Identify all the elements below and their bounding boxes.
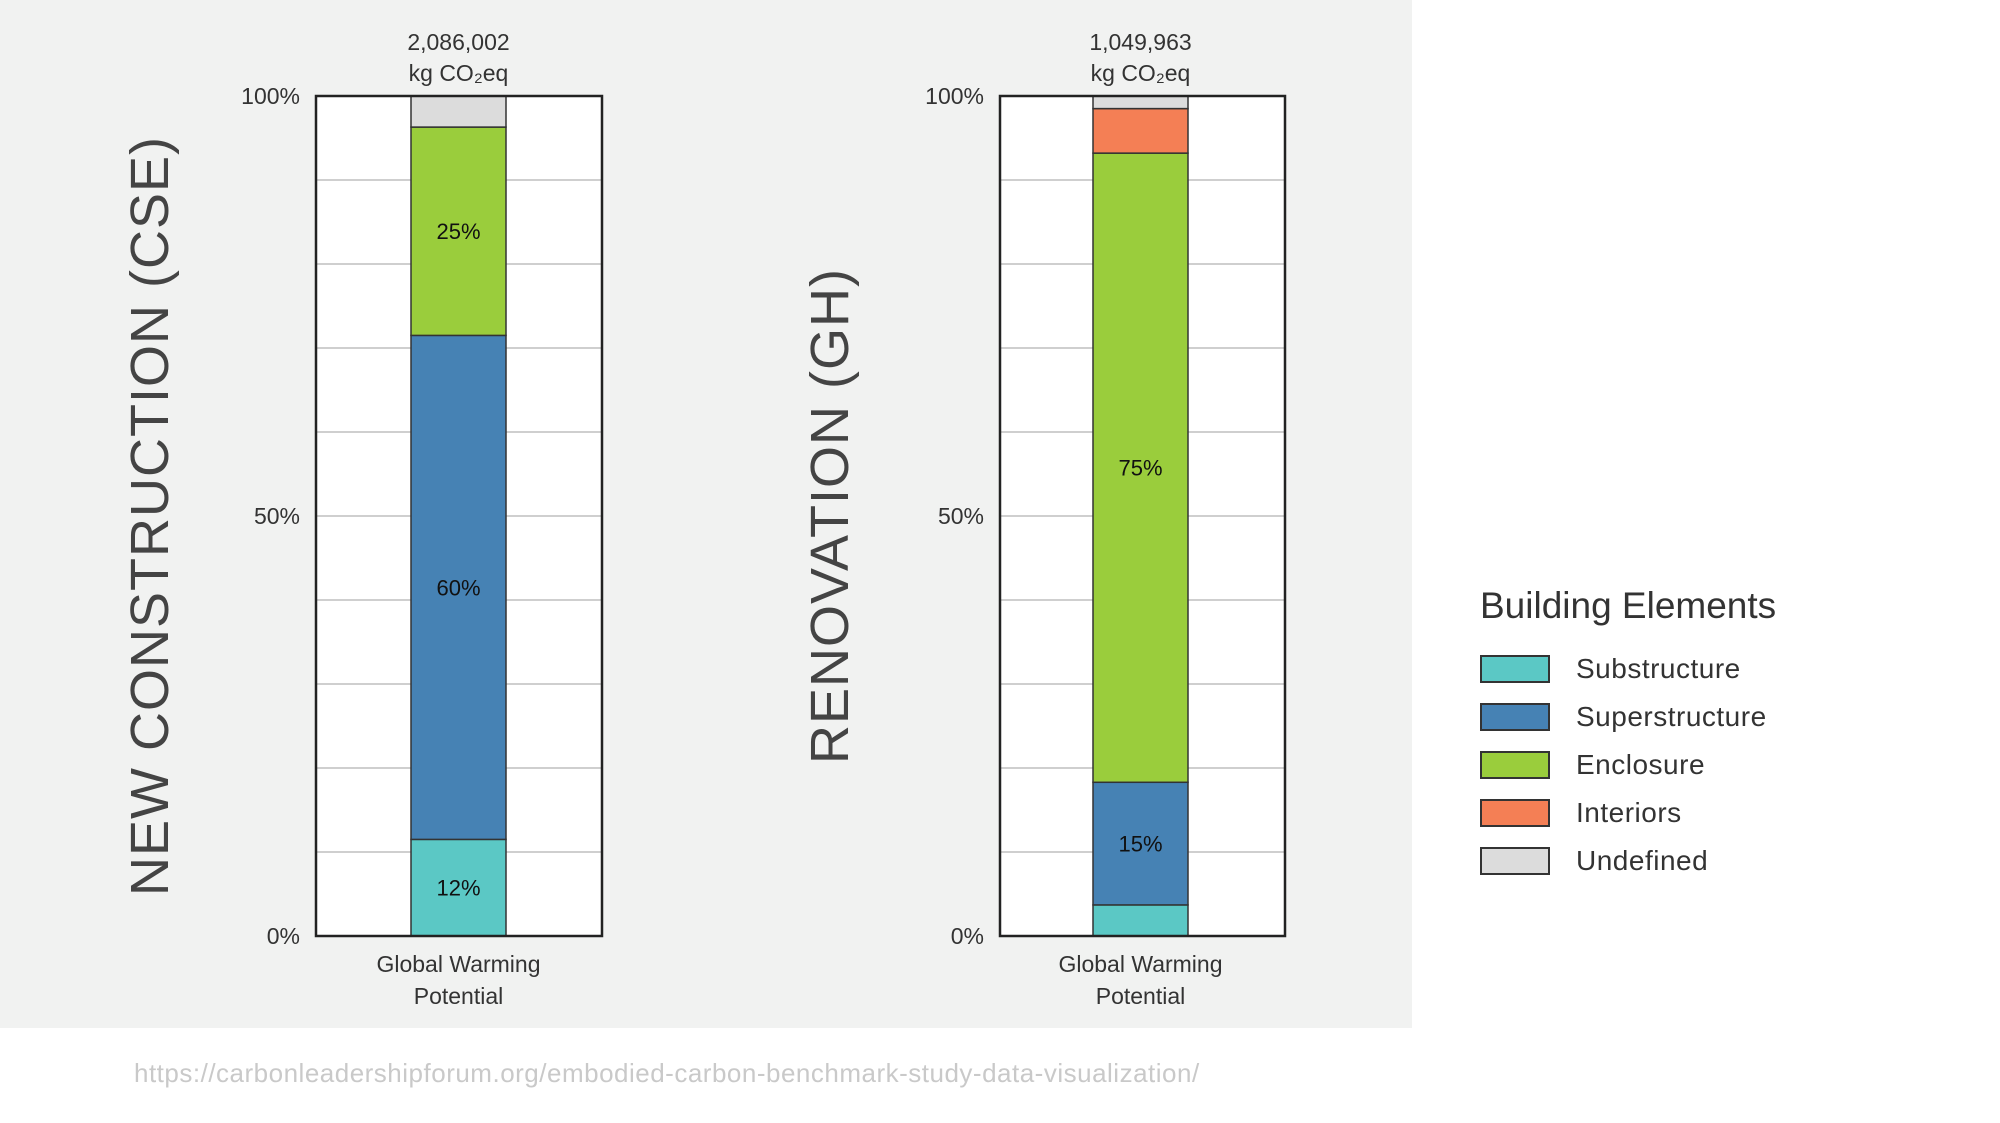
chart-2-bar-segment-enclosure <box>1092 152 1189 784</box>
legend-swatch-substructure <box>1480 655 1550 683</box>
legend-swatch-undefined <box>1480 847 1550 875</box>
legend-item-enclosure: Enclosure <box>1480 741 1776 789</box>
chart-2-y-tick-label: 50% <box>938 503 984 529</box>
chart-1-bar-segment-superstructure <box>410 334 507 841</box>
chart-1-plot-frame <box>314 94 604 938</box>
legend-item-substructure: Substructure <box>1480 645 1776 693</box>
chart-1-bar-segment-substructure <box>410 838 507 937</box>
chart-2-bar-segment-interiors <box>1092 107 1189 154</box>
chart-1-y-tick-label: 0% <box>267 923 300 949</box>
legend-label-substructure: Substructure <box>1576 653 1741 684</box>
chart-2-data-label-superstructure: 15% <box>1118 832 1162 857</box>
chart-2-bar-segment-superstructure <box>1092 781 1189 906</box>
legend-title: Building Elements <box>1480 585 1777 626</box>
chart-1-bar-segment-undefined <box>410 95 507 128</box>
chart-1-data-label-superstructure: 60% <box>436 575 480 600</box>
chart-1-total-value: 2,086,002 <box>407 29 509 55</box>
legend-label-interiors: Interiors <box>1576 797 1682 828</box>
chart-2-bar-segment-undefined <box>1092 95 1189 110</box>
chart-2-side-title: RENOVATION (GH) <box>800 268 860 764</box>
chart-2-total-unit: kg CO₂eq <box>1091 60 1191 86</box>
chart-2-x-category-label: Potential <box>1096 983 1186 1009</box>
chart-2-total-value: 1,049,963 <box>1089 29 1191 55</box>
chart-2-y-tick-label: 100% <box>925 83 984 109</box>
legend-label-enclosure: Enclosure <box>1576 749 1706 780</box>
chart-1-x-category-label: Potential <box>414 983 504 1009</box>
chart-1-data-label-enclosure: 25% <box>436 219 480 244</box>
legend-swatch-superstructure <box>1480 703 1550 731</box>
stacked-bar-charts: 12% 60% 25% 0% 50% 100% 2,086,002 kg CO₂eq Globa… <box>120 29 1287 1009</box>
chart-2-x-category-label: Global Warming <box>1058 951 1222 977</box>
chart-1-x-category-label: Global Warming <box>376 951 540 977</box>
chart-2-bar-segment-substructure <box>1092 904 1189 937</box>
chart-2-data-label-enclosure: 75% <box>1118 456 1162 481</box>
chart-panel: 12% 60% 25% 0% 50% 100% 2,086,002 kg CO₂eq Globa… <box>0 0 1412 1028</box>
legend-item-superstructure: Superstructure <box>1480 693 1776 741</box>
chart-1-side-title: NEW CONSTRUCTION (CSE) <box>120 136 180 896</box>
chart-1-total-unit: kg CO₂eq <box>409 60 509 86</box>
source-url: https://carbonleadershipforum.org/embodi… <box>134 1058 1200 1088</box>
legend-item-interiors: Interiors <box>1480 789 1776 837</box>
legend-label-undefined: Undefined <box>1576 845 1709 876</box>
legend-item-undefined: Undefined <box>1480 837 1776 885</box>
legend-swatch-enclosure <box>1480 751 1550 779</box>
legend: Building Elements Substructure Superstru… <box>1480 585 1776 885</box>
legend-label-superstructure: Superstructure <box>1576 701 1767 732</box>
chart-1-y-tick-label: 50% <box>254 503 300 529</box>
chart-1-data-label-substructure: 12% <box>436 876 480 901</box>
chart-1-y-tick-label: 100% <box>241 83 300 109</box>
legend-swatch-interiors <box>1480 799 1550 827</box>
chart-2-plot-frame <box>998 94 1287 938</box>
chart-2-y-tick-label: 0% <box>951 923 984 949</box>
